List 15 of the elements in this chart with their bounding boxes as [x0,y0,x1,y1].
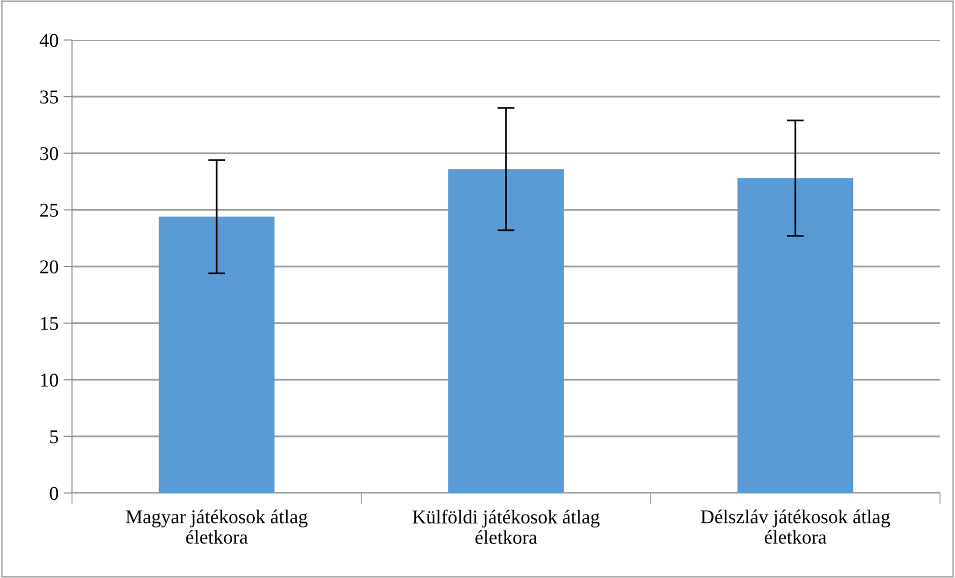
y-tick-label: 15 [41,317,58,330]
y-tick-label: 40 [40,34,58,47]
y-tick-label: 10 [41,374,58,387]
y-tick-label: 35 [40,90,58,104]
bar [737,178,854,493]
x-tick-label: Magyar játékosok átlag életkora [126,510,308,544]
bar [158,216,275,493]
y-tick-label: 5 [50,430,58,444]
x-tick-label: Külföldi játékosok átlag életkora [412,510,600,544]
y-tick-label: 0 [50,486,58,500]
y-tick-label: 25 [40,204,58,217]
y-tick-label: 30 [40,147,58,160]
x-tick-label: Délszláv játékosok átlag életkora [700,510,890,544]
bar [448,169,564,493]
y-tick-label: 20 [40,260,58,274]
